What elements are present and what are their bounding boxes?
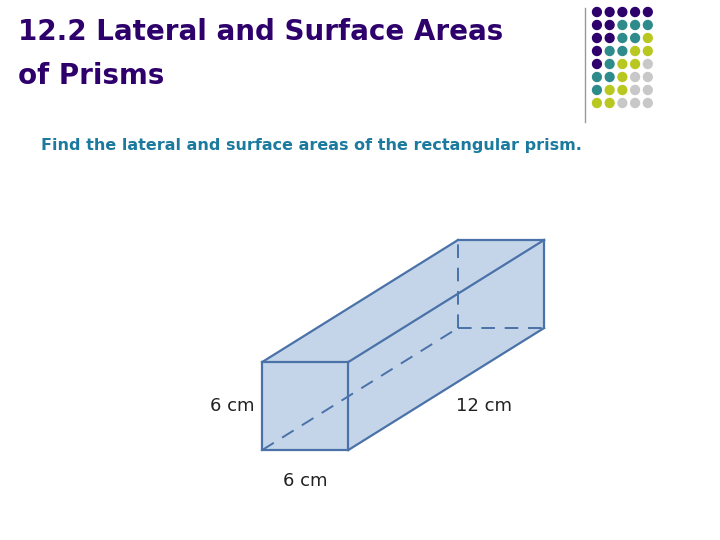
Circle shape — [618, 98, 627, 107]
Polygon shape — [262, 240, 544, 362]
Text: of Prisms: of Prisms — [17, 62, 164, 90]
Circle shape — [618, 85, 627, 94]
Circle shape — [618, 59, 627, 69]
Text: 12 cm: 12 cm — [456, 397, 512, 415]
Text: 12.2 Lateral and Surface Areas: 12.2 Lateral and Surface Areas — [17, 18, 503, 46]
Circle shape — [631, 72, 639, 82]
Circle shape — [593, 21, 601, 30]
Circle shape — [593, 46, 601, 56]
Text: Find the lateral and surface areas of the rectangular prism.: Find the lateral and surface areas of th… — [41, 138, 582, 153]
Circle shape — [606, 33, 614, 43]
Circle shape — [644, 98, 652, 107]
Polygon shape — [262, 362, 348, 450]
Circle shape — [593, 8, 601, 17]
Circle shape — [644, 8, 652, 17]
Circle shape — [606, 85, 614, 94]
Circle shape — [644, 59, 652, 69]
Circle shape — [618, 72, 627, 82]
Circle shape — [606, 46, 614, 56]
Circle shape — [593, 59, 601, 69]
Circle shape — [631, 98, 639, 107]
Circle shape — [631, 46, 639, 56]
Circle shape — [644, 72, 652, 82]
Circle shape — [631, 8, 639, 17]
Text: 6 cm: 6 cm — [210, 397, 254, 415]
Circle shape — [593, 33, 601, 43]
Circle shape — [593, 98, 601, 107]
Circle shape — [644, 85, 652, 94]
Text: 6 cm: 6 cm — [283, 472, 328, 490]
Circle shape — [631, 59, 639, 69]
Circle shape — [631, 85, 639, 94]
Circle shape — [618, 46, 627, 56]
Circle shape — [606, 59, 614, 69]
Circle shape — [606, 8, 614, 17]
Circle shape — [631, 33, 639, 43]
Circle shape — [618, 33, 627, 43]
Circle shape — [644, 21, 652, 30]
Circle shape — [631, 21, 639, 30]
Circle shape — [644, 46, 652, 56]
Circle shape — [618, 21, 627, 30]
Circle shape — [618, 8, 627, 17]
Circle shape — [593, 72, 601, 82]
Circle shape — [606, 21, 614, 30]
Circle shape — [606, 98, 614, 107]
Polygon shape — [348, 240, 544, 450]
Circle shape — [644, 33, 652, 43]
Circle shape — [606, 72, 614, 82]
Circle shape — [593, 85, 601, 94]
